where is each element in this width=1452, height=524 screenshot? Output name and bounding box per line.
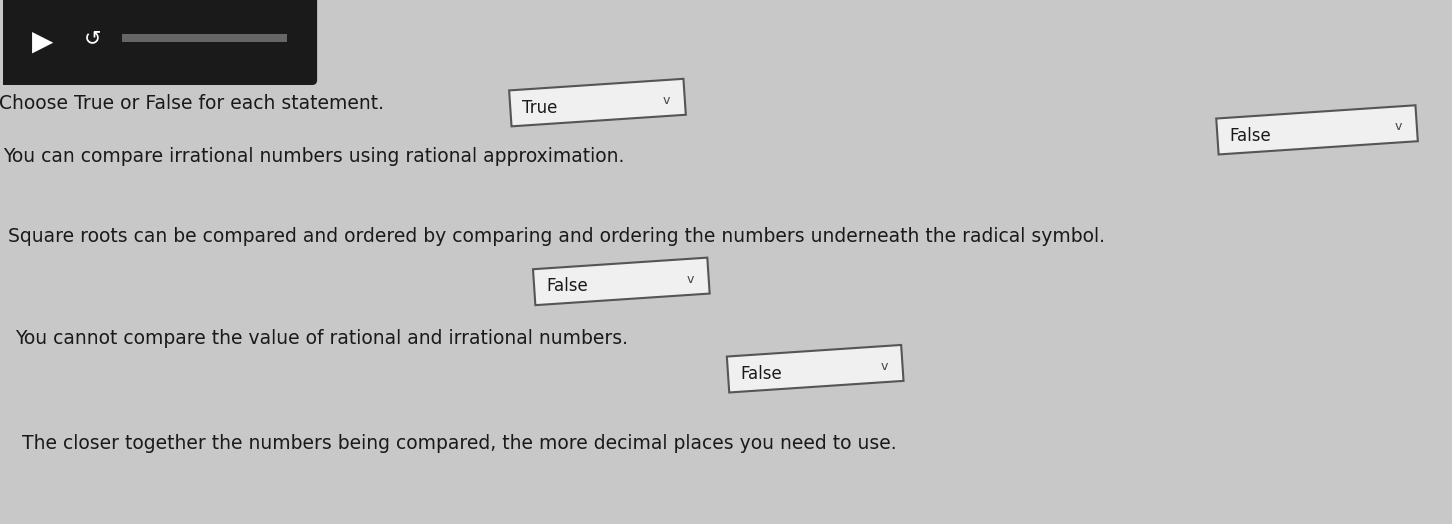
Text: You cannot compare the value of rational and irrational numbers.: You cannot compare the value of rational… <box>15 329 627 348</box>
Text: False: False <box>546 277 588 296</box>
FancyBboxPatch shape <box>727 345 903 392</box>
Text: v: v <box>687 272 694 286</box>
FancyBboxPatch shape <box>0 0 317 85</box>
Text: Square roots can be compared and ordered by comparing and ordering the numbers u: Square roots can be compared and ordered… <box>9 227 1105 246</box>
Text: False: False <box>1230 127 1270 145</box>
Text: v: v <box>1395 120 1403 133</box>
Text: You can compare irrational numbers using rational approximation.: You can compare irrational numbers using… <box>3 147 624 166</box>
Text: The closer together the numbers being compared, the more decimal places you need: The closer together the numbers being co… <box>22 433 896 453</box>
Text: ↺: ↺ <box>84 28 102 48</box>
Text: ▶: ▶ <box>32 28 54 56</box>
Text: v: v <box>880 360 889 373</box>
FancyBboxPatch shape <box>1217 105 1417 155</box>
Text: False: False <box>741 365 781 383</box>
FancyBboxPatch shape <box>510 79 685 126</box>
FancyBboxPatch shape <box>122 34 287 42</box>
FancyBboxPatch shape <box>533 258 710 305</box>
Text: True: True <box>523 99 558 116</box>
Text: Choose True or False for each statement.: Choose True or False for each statement. <box>0 94 385 113</box>
Text: v: v <box>664 94 671 107</box>
